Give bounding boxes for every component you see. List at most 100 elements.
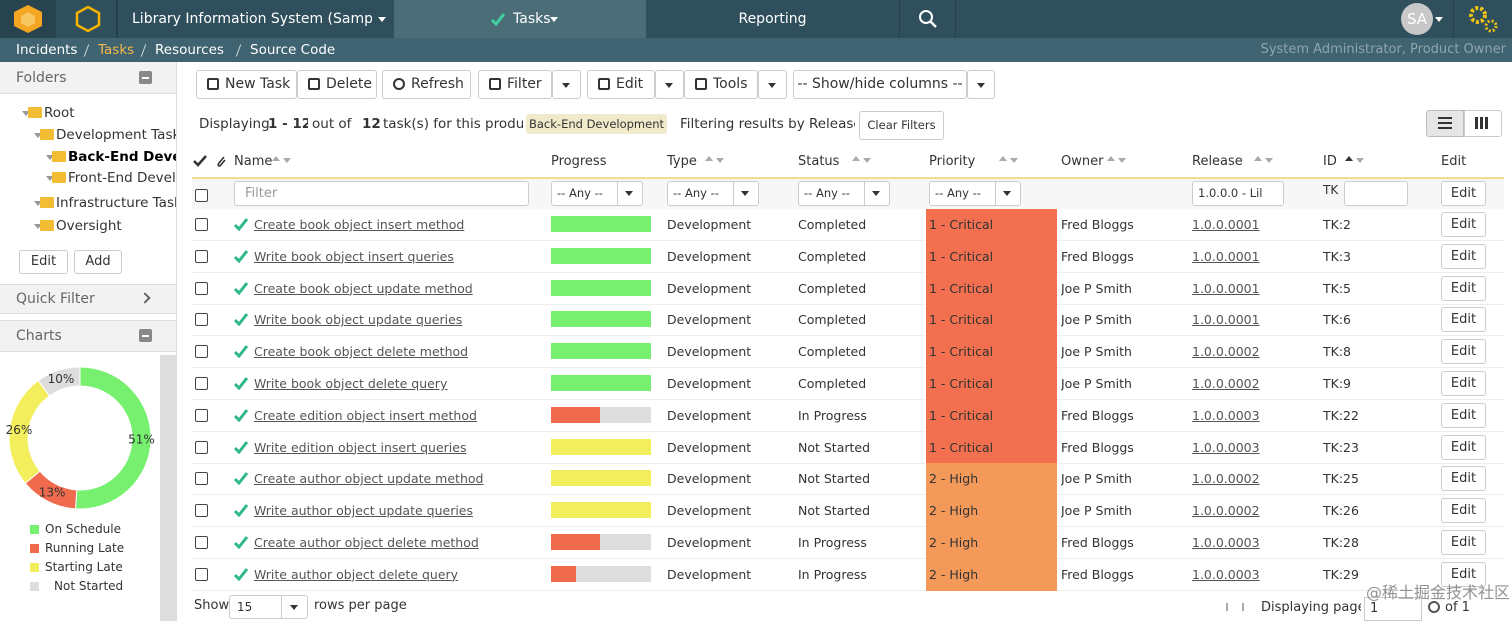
- checkbox[interactable]: [195, 249, 208, 263]
- checkbox[interactable]: [195, 472, 208, 486]
- release-link[interactable]: 1.0.0.0002: [1192, 376, 1260, 391]
- breadcrumb-item[interactable]: Tasks: [98, 42, 135, 58]
- column-header[interactable]: Type: [667, 154, 697, 169]
- breadcrumb-item[interactable]: Incidents: [16, 42, 78, 58]
- checkbox[interactable]: [195, 281, 208, 295]
- edit-button[interactable]: Edit: [1441, 402, 1486, 428]
- task-link[interactable]: Create author object update method: [254, 471, 484, 487]
- task-link[interactable]: Create book object delete method: [254, 344, 469, 360]
- release-link[interactable]: 1.0.0.0001: [1192, 312, 1260, 328]
- checkbox[interactable]: [195, 440, 208, 454]
- edit-button[interactable]: Edit: [1441, 561, 1486, 587]
- quick-filter-title[interactable]: Quick Filter: [16, 291, 95, 307]
- reporting-tab[interactable]: Reporting: [646, 0, 900, 38]
- task-link[interactable]: Create edition object insert method: [254, 407, 477, 423]
- prev-page[interactable]: [1242, 603, 1254, 611]
- task-link[interactable]: Write book object insert queries: [254, 248, 454, 264]
- breadcrumb-item[interactable]: Source Code: [250, 42, 336, 58]
- tree-item[interactable]: Oversight: [56, 218, 122, 234]
- edit-button[interactable]: Edit: [1441, 371, 1486, 396]
- release-link[interactable]: 1.0.0.0002: [1192, 344, 1260, 360]
- release-link[interactable]: 1.0.0.0001: [1192, 217, 1260, 232]
- task-link[interactable]: Write book object delete query: [254, 376, 448, 391]
- rows-select[interactable]: 15: [229, 595, 308, 619]
- edit-button[interactable]: Edit: [1441, 434, 1486, 460]
- tree-item[interactable]: Root: [44, 105, 75, 121]
- checkbox[interactable]: [195, 313, 208, 327]
- edit-button[interactable]: Edit: [1441, 530, 1486, 555]
- task-link[interactable]: Write edition object insert queries: [254, 439, 467, 455]
- release-link[interactable]: 1.0.0.0001: [1192, 280, 1260, 296]
- clear-filters[interactable]: Clear Filters: [859, 111, 944, 140]
- edit-button[interactable]: Edit: [1441, 212, 1486, 237]
- release-select[interactable]: 1.0.0.0 - Lil: [1192, 181, 1284, 206]
- edit-button[interactable]: Edit: [1441, 498, 1486, 524]
- task-link[interactable]: Create book object update method: [254, 280, 473, 296]
- edit-button[interactable]: Edit: [1441, 466, 1486, 492]
- first-page[interactable]: [1226, 603, 1238, 611]
- any-select[interactable]: -- Any --: [667, 181, 759, 206]
- checkbox[interactable]: [195, 189, 208, 202]
- avatar[interactable]: SA: [1401, 3, 1433, 35]
- column-header[interactable]: Status: [798, 154, 840, 169]
- task-link[interactable]: Create author object delete method: [254, 535, 479, 550]
- legend-swatch: [30, 582, 39, 591]
- board-view[interactable]: [1464, 110, 1502, 137]
- checkbox[interactable]: [195, 377, 208, 390]
- legend-label: Running Late: [45, 541, 125, 555]
- settings-icon: [1469, 6, 1498, 33]
- tree-item[interactable]: Development Tasks: [56, 127, 176, 143]
- release-link[interactable]: 1.0.0.0002: [1192, 503, 1260, 519]
- tree-item[interactable]: Infrastructure Tasks: [56, 195, 176, 211]
- checkbox[interactable]: [195, 408, 208, 422]
- release-link[interactable]: 1.0.0.0002: [1192, 471, 1260, 487]
- name-filter[interactable]: Filter: [234, 181, 529, 206]
- task-link[interactable]: Write author object update queries: [254, 503, 474, 519]
- checkbox[interactable]: [195, 536, 208, 549]
- tree-item[interactable]: Front-End Develo: [68, 170, 176, 186]
- any-select[interactable]: -- Any --: [798, 181, 890, 206]
- breadcrumb-item[interactable]: Resources: [155, 42, 224, 58]
- checkbox[interactable]: [195, 345, 208, 359]
- edit-button[interactable]: Edit: [1441, 275, 1486, 301]
- row-rule: [192, 271, 1504, 273]
- dropdown-button[interactable]: [758, 70, 787, 99]
- edit-button[interactable]: Edit: [1441, 307, 1486, 333]
- toolbar-button[interactable]: Delete: [297, 70, 377, 99]
- column-header[interactable]: ID: [1323, 154, 1337, 169]
- checkbox[interactable]: [195, 504, 208, 518]
- refresh-page[interactable]: [1428, 601, 1440, 613]
- toolbar-button[interactable]: New Task: [196, 70, 297, 99]
- task-link[interactable]: Write author object delete query: [254, 566, 459, 582]
- columns-select[interactable]: -- Show/hide columns --: [793, 70, 967, 99]
- tasks-tab[interactable]: [394, 0, 646, 38]
- priority-cell: 2 - High: [926, 527, 1057, 559]
- task-link[interactable]: Write book object update queries: [254, 312, 463, 328]
- id-filter[interactable]: [1344, 181, 1408, 206]
- tasks-label[interactable]: Tasks: [513, 11, 551, 27]
- tree-item[interactable]: Back-End Develo: [68, 146, 176, 168]
- task-link[interactable]: Create book object insert method: [254, 217, 465, 232]
- edit-button[interactable]: Edit: [1441, 243, 1486, 269]
- release-link[interactable]: 1.0.0.0003: [1192, 566, 1260, 582]
- release-link[interactable]: 1.0.0.0003: [1192, 439, 1260, 455]
- toolbar-button[interactable]: Refresh: [382, 70, 471, 99]
- edit-button[interactable]: Edit: [1441, 339, 1486, 365]
- release-link[interactable]: 1.0.0.0003: [1192, 407, 1260, 423]
- release-link[interactable]: 1.0.0.0003: [1192, 535, 1260, 550]
- sidebar-btn[interactable]: Add: [74, 250, 122, 274]
- check: [234, 408, 248, 422]
- folder-icon: [40, 129, 54, 140]
- filter-button[interactable]: Edit: [1441, 181, 1486, 206]
- release-link[interactable]: 1.0.0.0001: [1192, 248, 1260, 264]
- search-cell-div: [955, 0, 956, 38]
- column-header[interactable]: Release: [1192, 154, 1243, 169]
- sidebar-btn[interactable]: Edit: [19, 250, 68, 274]
- checkbox[interactable]: [195, 567, 208, 581]
- column-header[interactable]: Name: [234, 154, 273, 169]
- info-text: Displaying: [199, 116, 269, 132]
- column-header[interactable]: Owner: [1061, 154, 1104, 169]
- product-menu[interactable]: Library Information System (Sample)...: [132, 11, 372, 27]
- checkbox[interactable]: [195, 218, 208, 231]
- column-header[interactable]: Priority: [929, 154, 976, 169]
